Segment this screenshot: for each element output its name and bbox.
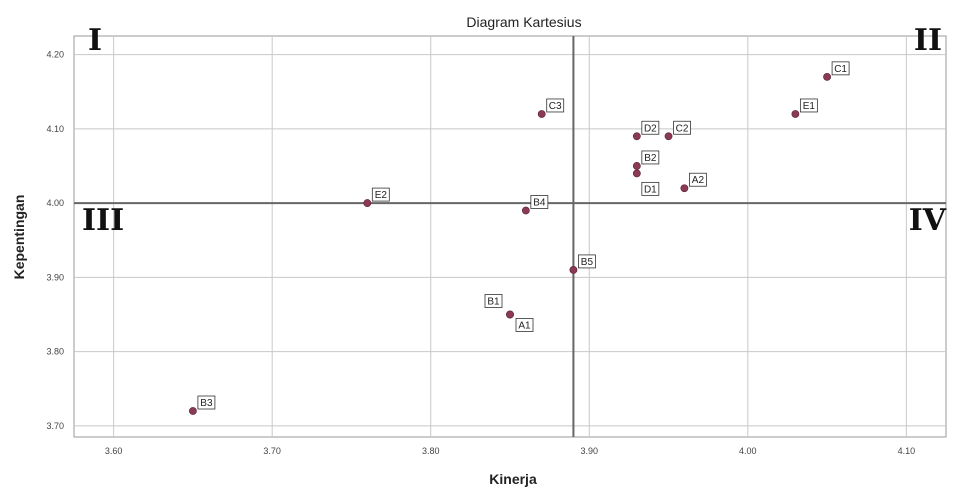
data-label-box xyxy=(371,187,390,202)
data-label-box xyxy=(197,395,216,410)
data-point xyxy=(537,110,546,118)
data-point xyxy=(506,310,514,319)
data-label: A1 xyxy=(518,320,531,331)
x-tick-label: 3.90 xyxy=(581,446,599,456)
quadrant-label: III xyxy=(82,203,124,238)
quadrant-label: I xyxy=(88,23,102,58)
data-label-box xyxy=(641,181,660,196)
y-tick-label: 3.70 xyxy=(46,421,64,431)
data-point xyxy=(664,132,673,141)
data-label-box xyxy=(578,254,596,269)
data-point xyxy=(680,184,689,193)
quadrant-label: IV xyxy=(909,203,947,238)
y-tick-label: 4.20 xyxy=(46,50,64,60)
data-label: C1 xyxy=(834,64,847,75)
data-point xyxy=(521,206,530,215)
data-label-box xyxy=(546,98,565,113)
data-label-box xyxy=(641,150,660,165)
data-label-box xyxy=(641,120,660,135)
data-point xyxy=(363,199,372,207)
y-tick-label: 4.10 xyxy=(46,124,64,134)
quadrant-label: II xyxy=(914,23,942,58)
x-tick-label: 3.70 xyxy=(263,446,281,456)
data-label: B5 xyxy=(581,257,594,268)
data-label: D2 xyxy=(644,123,657,134)
data-point xyxy=(791,110,800,118)
data-label: B1 xyxy=(487,296,500,307)
data-point xyxy=(632,132,641,141)
x-axis-title: Kinerja xyxy=(489,471,537,487)
data-label-box xyxy=(530,195,549,209)
chart-title: Diagram Kartesius xyxy=(466,14,581,30)
data-label: A2 xyxy=(692,175,705,186)
data-label-box xyxy=(673,120,691,135)
data-label: B2 xyxy=(644,153,657,164)
y-tick-label: 3.80 xyxy=(46,347,64,357)
plot-area xyxy=(73,35,947,438)
data-point xyxy=(569,266,578,274)
data-point xyxy=(189,407,197,415)
data-label-box xyxy=(484,294,503,308)
data-label: B4 xyxy=(533,198,546,209)
y-tick-label: 3.90 xyxy=(46,272,64,282)
data-label-box xyxy=(799,98,818,113)
x-tick-label: 3.60 xyxy=(105,446,123,456)
data-label: E1 xyxy=(803,101,816,112)
data-label-box xyxy=(689,172,707,187)
data-point xyxy=(632,169,641,178)
data-label: C2 xyxy=(676,123,689,134)
x-tick-label: 4.10 xyxy=(898,446,916,456)
x-tick-label: 4.00 xyxy=(739,446,757,456)
data-label: D1 xyxy=(644,184,657,195)
y-tick-label: 4.00 xyxy=(46,198,64,208)
data-label-box xyxy=(515,318,534,332)
data-label: B3 xyxy=(200,398,213,409)
data-label: C3 xyxy=(549,101,562,112)
y-axis-title: Kepentingan xyxy=(11,195,27,280)
data-point xyxy=(823,72,831,81)
data-point xyxy=(632,162,641,170)
data-label-box xyxy=(831,61,850,76)
data-label: E2 xyxy=(375,190,388,201)
x-tick-label: 3.80 xyxy=(422,446,440,456)
